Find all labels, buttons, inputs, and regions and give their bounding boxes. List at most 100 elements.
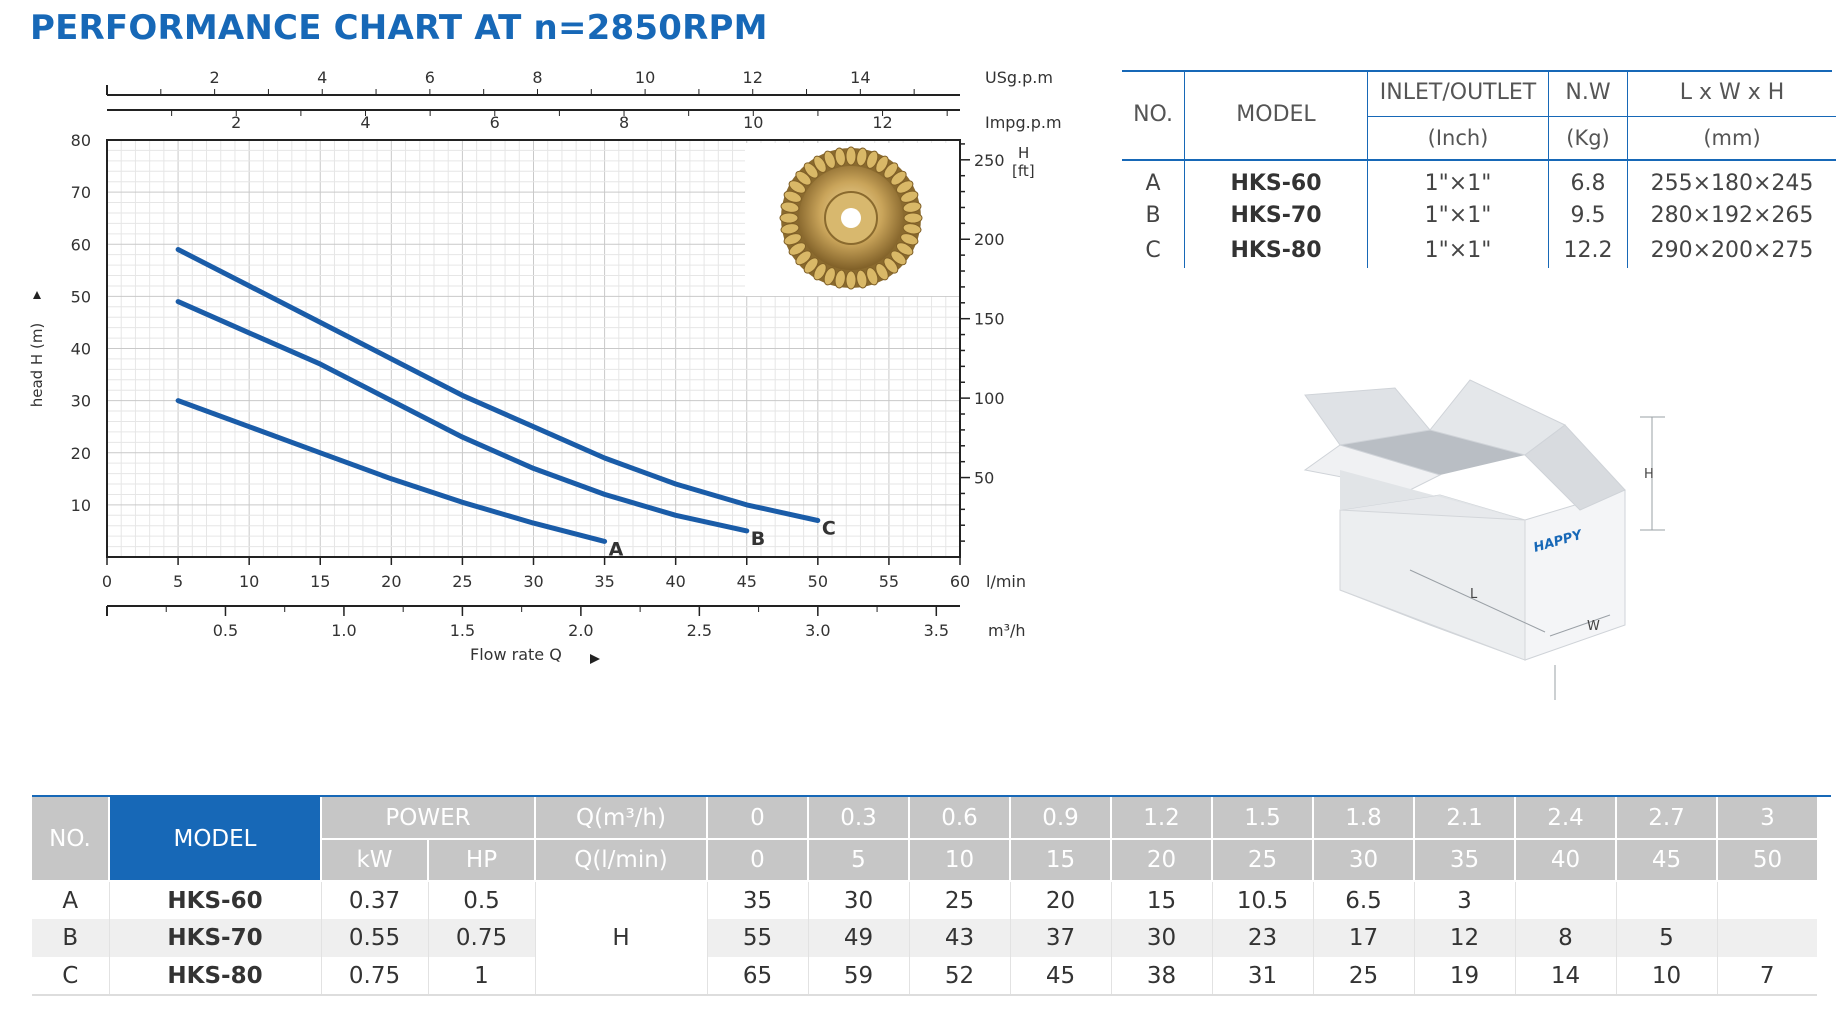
usgpm-tick-label: 12 <box>743 68 763 87</box>
perf-h: 14 <box>1515 957 1617 995</box>
perf-h: 37 <box>1010 919 1112 957</box>
perf-h: 38 <box>1111 957 1213 995</box>
spec-model-header: MODEL <box>1184 70 1368 160</box>
perf-q-m3h-header: Q(m³/h) <box>535 797 708 840</box>
spec-dim: 255×180×245 <box>1650 171 1814 196</box>
perf-row: A HKS-60 0.37 0.5 H 35 30 25 20 15 10.5 … <box>32 881 1817 995</box>
perf-kw: 0.37 <box>321 881 429 919</box>
x-tick-label: 30 <box>523 572 543 591</box>
usgpm-tick-label: 14 <box>850 68 870 87</box>
m3h-tick-label: 1.5 <box>450 621 475 640</box>
x-tick-label: 10 <box>239 572 259 591</box>
perf-h: 25 <box>909 881 1011 919</box>
series-line-c <box>175 247 821 523</box>
box-label-h: H <box>1644 467 1654 482</box>
perf-q-lmin: 40 <box>1515 839 1617 882</box>
chart-labels: 10 20 30 40 50 60 70 80 head H (m) 0 5 10 15 20 25 30 35… <box>28 68 1062 664</box>
performance-table: NO. MODEL POWER Q(m³/h) 0 0.3 0.6 0.9 1.… <box>32 797 1817 996</box>
spec-row: A HKS-60 1"×1" 6.8 255×180×245 <box>1122 160 1836 198</box>
spec-no: B <box>1122 198 1185 233</box>
ft-axis-unit: [ft] <box>1012 162 1035 180</box>
impeller-photo <box>745 143 963 296</box>
spec-nw-header: N.W <box>1548 70 1628 117</box>
perf-q-m3h: 3 <box>1717 797 1817 840</box>
perf-q-lmin: 45 <box>1616 839 1718 882</box>
perf-model: HKS-60 <box>109 881 322 919</box>
y-tick-label: 20 <box>71 444 91 463</box>
y-tick-label: 60 <box>71 235 91 254</box>
perf-no-header: NO. <box>32 797 110 882</box>
perf-q-lmin: 5 <box>808 839 910 882</box>
perf-h: 8 <box>1515 919 1617 957</box>
perf-h: 5 <box>1616 919 1718 957</box>
perf-h: 23 <box>1212 919 1314 957</box>
perf-q-lmin: 30 <box>1313 839 1415 882</box>
perf-h: 19 <box>1414 957 1516 995</box>
spec-io-unit: (Inch) <box>1367 116 1549 160</box>
impgpm-tick-label: 2 <box>231 113 241 132</box>
series-line-a <box>175 398 608 544</box>
perf-q-lmin: 35 <box>1414 839 1516 882</box>
spec-nw: 9.5 <box>1548 198 1628 233</box>
spec-no-header: NO. <box>1122 70 1185 160</box>
perf-h: 59 <box>808 957 910 995</box>
perf-h: 45 <box>1010 957 1112 995</box>
ft-tick-label: 200 <box>974 230 1005 249</box>
y-tick-label: 40 <box>71 340 91 359</box>
perf-model: HKS-80 <box>109 957 322 995</box>
impgpm-tick-label: 12 <box>872 113 892 132</box>
perf-hp: 0.5 <box>428 881 536 919</box>
usgpm-tick-label: 4 <box>317 68 327 87</box>
perf-h <box>1616 881 1718 919</box>
perf-h: 30 <box>808 881 910 919</box>
perf-hp-header: HP <box>428 839 536 882</box>
perf-no: B <box>32 919 110 957</box>
spec-io: 1"×1" <box>1367 198 1549 233</box>
perf-no: C <box>32 957 110 995</box>
usgpm-tick-label: 6 <box>425 68 435 87</box>
perf-h <box>1717 919 1817 957</box>
y-tick-label: 80 <box>71 131 91 150</box>
perf-kw: 0.55 <box>321 919 429 957</box>
perf-h: 43 <box>909 919 1011 957</box>
perf-q-m3h: 2.4 <box>1515 797 1617 840</box>
ft-tick-label: 100 <box>974 389 1005 408</box>
x-tick-label: 60 <box>950 572 970 591</box>
spec-nw-unit: (Kg) <box>1548 116 1628 160</box>
x-tick-label: 35 <box>594 572 614 591</box>
spec-no: C <box>1122 233 1185 268</box>
x-tick-label: 15 <box>310 572 330 591</box>
impgpm-unit-label: Impg.p.m <box>985 113 1062 132</box>
spec-io: 1"×1" <box>1367 233 1549 268</box>
perf-h: 49 <box>808 919 910 957</box>
y-axis-label: head H (m) <box>28 323 46 408</box>
perf-h: 7 <box>1759 962 1775 989</box>
spec-model: HKS-80 <box>1184 233 1368 268</box>
y-axis-arrow-icon <box>33 291 41 299</box>
perf-hp: 0.75 <box>428 919 536 957</box>
perf-q-m3h: 1.2 <box>1111 797 1213 840</box>
perf-h: 15 <box>1111 881 1213 919</box>
spec-dim: 280×192×265 <box>1650 203 1814 228</box>
spec-io-header: INLET/OUTLET <box>1367 70 1549 117</box>
y-tick-label: 10 <box>71 496 91 515</box>
box-label-w: W <box>1587 619 1600 634</box>
chart-axes <box>106 85 970 616</box>
perf-h: 25 <box>1313 957 1415 995</box>
m3h-tick-label: 1.0 <box>331 621 356 640</box>
m3h-tick-label: 2.5 <box>687 621 712 640</box>
perf-q-m3h: 1.8 <box>1313 797 1415 840</box>
spec-no: A <box>1122 160 1185 198</box>
perf-q-m3h: 2.7 <box>1616 797 1718 840</box>
ft-tick-label: 250 <box>974 151 1005 170</box>
perf-h: 35 <box>707 881 809 919</box>
ft-axis-label: H <box>1018 144 1029 162</box>
perf-q-m3h: 1.5 <box>1212 797 1314 840</box>
page-title: PERFORMANCE CHART AT n=2850RPM <box>30 8 768 48</box>
impgpm-tick-label: 4 <box>360 113 370 132</box>
x-axis-label: Flow rate Q <box>470 645 562 664</box>
perf-kw-header: kW <box>321 839 429 882</box>
x-tick-label: 40 <box>665 572 685 591</box>
perf-model: HKS-70 <box>109 919 322 957</box>
perf-no: A <box>32 881 110 919</box>
